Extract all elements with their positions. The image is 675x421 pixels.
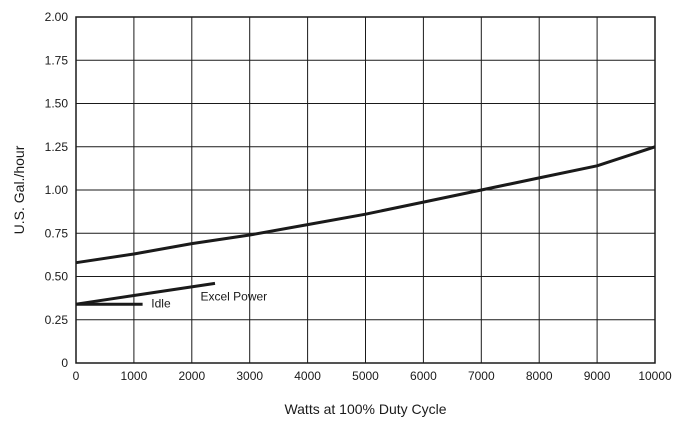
plot-frame: [75, 16, 656, 364]
x-tick-label: 2000: [178, 369, 205, 383]
x-tick-label: 3000: [236, 369, 263, 383]
x-tick-label: 9000: [584, 369, 611, 383]
x-tick-label: 1000: [121, 369, 148, 383]
annotation-label: Excel Power: [200, 290, 267, 304]
annotation-label: Idle: [151, 297, 171, 311]
x-tick-label: 8000: [526, 369, 553, 383]
y-axis-label: U.S. Gal./hour: [11, 145, 27, 234]
y-tick-label: 1.25: [45, 140, 69, 154]
annotations: Excel Power Idle: [151, 290, 267, 311]
grid: [76, 17, 655, 363]
y-tick-label: 0.50: [45, 270, 69, 284]
tick-labels: 0 1000 2000 3000 4000 5000 6000 7000 8000 9000 100…: [45, 10, 672, 383]
y-tick-label: 1.50: [45, 97, 69, 111]
series-group: [75, 145, 656, 306]
y-tick-label: 0.75: [45, 226, 69, 240]
x-tick-label: 0: [73, 369, 80, 383]
series-line-0: [75, 145, 656, 265]
x-tick-label: 10000: [638, 369, 672, 383]
x-axis-label: Watts at 100% Duty Cycle: [284, 401, 446, 417]
y-tick-label: 1.00: [45, 183, 69, 197]
x-tick-label: 5000: [352, 369, 379, 383]
x-tick-label: 6000: [410, 369, 437, 383]
x-tick-label: 4000: [294, 369, 321, 383]
y-tick-label: 0: [61, 356, 68, 370]
y-tick-label: 1.75: [45, 53, 69, 67]
series-line-1: [75, 281, 216, 306]
y-tick-label: 0.25: [45, 313, 69, 327]
y-tick-label: 2.00: [45, 10, 69, 24]
x-tick-label: 7000: [468, 369, 495, 383]
